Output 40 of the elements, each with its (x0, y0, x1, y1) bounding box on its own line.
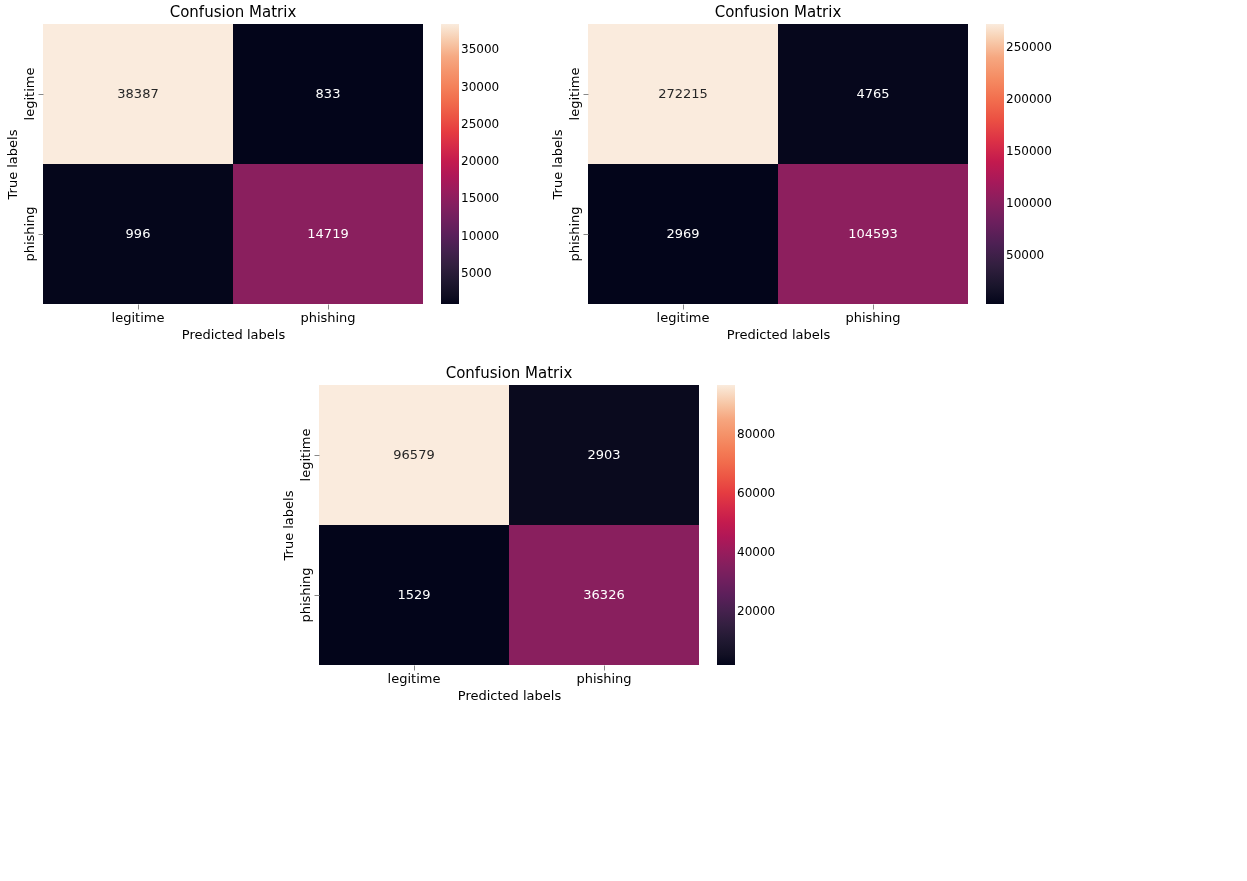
x-axis-title: Predicted labels (726, 326, 831, 342)
color-bar-label: 250000 (1006, 40, 1052, 55)
y-axis-title: True labels (4, 129, 20, 201)
color-bar-label: 5000 (461, 265, 492, 280)
color-bar-label: 150000 (1006, 144, 1052, 159)
color-bar-label: 100000 (1006, 196, 1052, 211)
y-axis-title: True labels (280, 490, 296, 562)
data-label: 36326 (583, 587, 625, 602)
x-tick-label: legitime (111, 309, 165, 325)
data-label: 996 (125, 226, 151, 241)
data-label: 833 (315, 86, 341, 101)
data-label: 38387 (117, 86, 159, 101)
data-label: 96579 (393, 447, 435, 462)
chart-title: Confusion Matrix (714, 3, 842, 21)
data-label: 104593 (848, 226, 898, 241)
color-bar-label: 25000 (461, 116, 500, 131)
data-label: 4765 (856, 86, 890, 101)
x-axis-title: Predicted labels (181, 326, 286, 342)
color-bar-label: 20000 (461, 154, 500, 169)
x-axis-title: Predicted labels (457, 687, 562, 703)
data-label: 14719 (307, 226, 349, 241)
y-axis-title: True labels (549, 129, 565, 201)
color-bar-label: 35000 (461, 42, 500, 57)
data-label: 1529 (397, 587, 431, 602)
x-tick-label: phishing (845, 309, 901, 325)
color-bar-label: 60000 (737, 485, 776, 500)
color-bar-label: 200000 (1006, 92, 1052, 107)
color-bar-label: 30000 (461, 79, 500, 94)
data-label: 2969 (666, 226, 700, 241)
color-bar-label: 20000 (737, 603, 776, 618)
color-bar-label: 15000 (461, 191, 500, 206)
color-bar-label: 80000 (737, 426, 776, 441)
data-label: 272215 (658, 86, 708, 101)
x-tick-label: legitime (656, 309, 710, 325)
color-bar-label: 50000 (1006, 248, 1045, 263)
color-bar-label: 40000 (737, 544, 776, 559)
color-bar-label: 10000 (461, 228, 500, 243)
chart-title: Confusion Matrix (169, 3, 297, 21)
chart-title: Confusion Matrix (445, 364, 573, 382)
data-label: 2903 (587, 447, 621, 462)
